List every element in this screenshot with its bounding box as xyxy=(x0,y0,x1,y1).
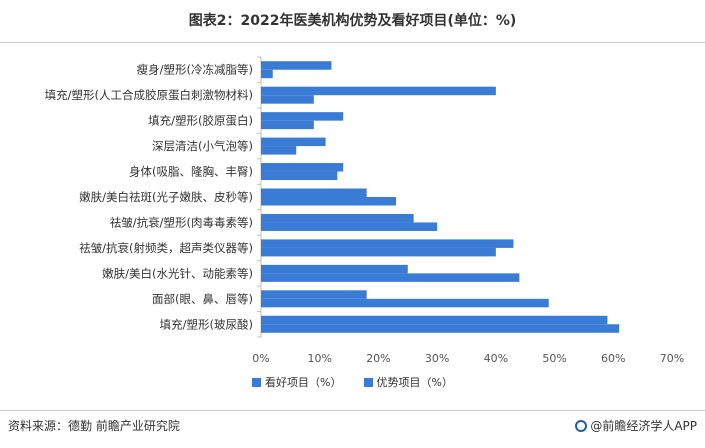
x-tick-label: 20% xyxy=(366,352,390,365)
footer-divider xyxy=(0,410,705,411)
legend-swatch-series-2 xyxy=(363,377,373,387)
category-label: 填充/塑形(玻尿酸) xyxy=(160,317,253,331)
bar-series-2 xyxy=(261,222,438,231)
category-label: 填充/塑形(胶原蛋白) xyxy=(148,114,253,128)
category-label: 祛皱/抗衰/塑形(肉毒毒素等) xyxy=(110,215,253,229)
title-divider xyxy=(0,42,705,43)
category-label: 嫩肤/美白(水光针、动能素等) xyxy=(102,266,253,280)
category-label: 祛皱/抗衰(射频类，超声类仪器等) xyxy=(79,241,253,255)
x-tick-label: 60% xyxy=(601,352,625,365)
bar-series-1 xyxy=(261,163,344,172)
x-tick-label: 50% xyxy=(542,352,566,365)
bar-series-2 xyxy=(261,146,297,155)
bar-series-2 xyxy=(261,298,549,308)
bar-series-2 xyxy=(261,171,338,181)
bar-series-2 xyxy=(261,247,496,257)
legend-label-series-2: 优势项目（%） xyxy=(376,376,453,389)
bar-series-1 xyxy=(261,239,514,248)
legend-swatch-series-1 xyxy=(252,377,262,387)
category-label: 填充/塑形(人工合成胶原蛋白刺激物材料) xyxy=(45,88,253,102)
chart-legend: 看好项目（%） 优势项目（%） xyxy=(0,374,705,390)
category-label: 嫩肤/美白祛斑(光子嫩肤、皮秒等) xyxy=(79,190,253,204)
category-label: 面部(眼、鼻、唇等) xyxy=(152,292,253,306)
bar-chart: 瘦身/塑形(冷冻减脂等) 填充/塑形(人工合成胶原蛋白刺激物材料) 填充/塑形(胶原… xyxy=(45,56,684,365)
bar-series-2 xyxy=(261,69,273,79)
bar-series-2 xyxy=(261,95,314,104)
bar-series-1 xyxy=(261,137,326,147)
x-tick-label: 10% xyxy=(307,352,331,365)
bar-series-1 xyxy=(261,264,408,274)
bar-series-1 xyxy=(261,290,367,299)
x-tick-label: 0% xyxy=(252,352,269,365)
bar-series-1 xyxy=(261,86,496,96)
bar-series-1 xyxy=(261,112,344,121)
brand-logo-icon xyxy=(575,419,588,432)
x-tick-label: 40% xyxy=(484,352,508,365)
chart-title: 图表2：2022年医美机构优势及看好项目(单位：%) xyxy=(188,13,517,29)
source-note: 资料来源：德勤 前瞻产业研究院 xyxy=(8,419,180,433)
x-tick-label: 30% xyxy=(425,352,449,365)
category-label: 身体(吸脂、隆胸、丰臀) xyxy=(129,165,253,179)
bar-series-1 xyxy=(261,315,608,325)
legend-label-series-1: 看好项目（%） xyxy=(265,376,342,389)
bar-series-2 xyxy=(261,120,314,130)
bar-series-2 xyxy=(261,324,620,333)
legend-item-series-2: 优势项目（%） xyxy=(363,374,453,390)
legend-item-series-1: 看好项目（%） xyxy=(252,374,342,390)
bar-series-2 xyxy=(261,273,520,282)
x-tick-label: 70% xyxy=(660,352,684,365)
brand-credit: @前瞻经济学人APP xyxy=(575,417,697,434)
bar-series-1 xyxy=(261,213,414,223)
brand-credit-text: @前瞻经济学人APP xyxy=(590,419,697,433)
bar-series-1 xyxy=(261,188,367,197)
bar-series-2 xyxy=(261,197,397,206)
bar-series-1 xyxy=(261,61,332,70)
category-label: 深层清洁(小气泡等) xyxy=(152,139,253,153)
category-label: 瘦身/塑形(冷冻减脂等) xyxy=(137,63,253,77)
